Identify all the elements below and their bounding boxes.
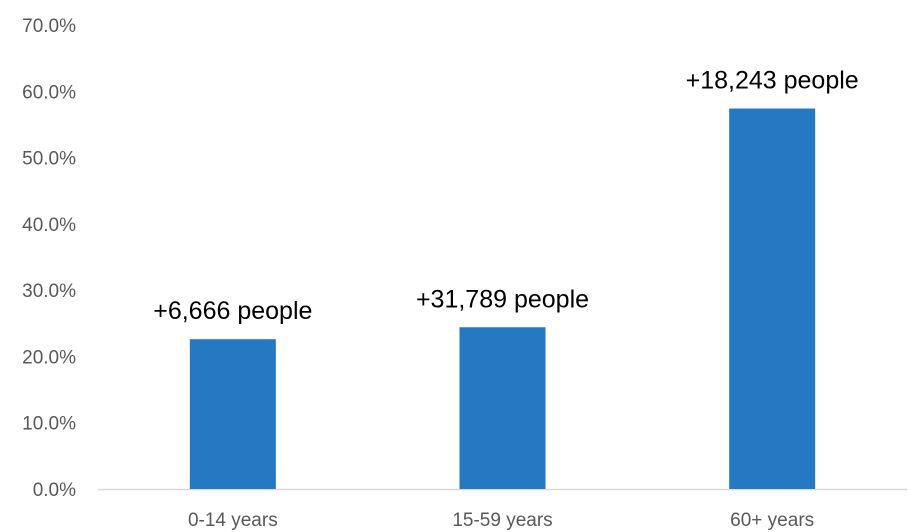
y-tick-label: 50.0% [22, 149, 76, 170]
bar-data-label: +18,243 people [686, 67, 859, 95]
bar-data-label: +6,666 people [153, 297, 312, 325]
y-tick-label: 20.0% [22, 347, 76, 368]
x-category-label: 0-14 years [188, 510, 278, 531]
x-category-label: 15-59 years [452, 510, 552, 531]
x-axis-category-labels: 0-14 years 15-59 years 60+ years [188, 510, 814, 531]
y-axis-tick-labels: 0.0% 10.0% 20.0% 30.0% 40.0% 50.0% 60.0% 70.0% [22, 16, 76, 501]
y-tick-label: 0.0% [33, 480, 76, 501]
bars [189, 108, 816, 490]
bar-1 [189, 339, 276, 489]
bar-2 [459, 327, 546, 489]
x-category-label: 60+ years [730, 510, 814, 531]
y-tick-label: 60.0% [22, 82, 76, 103]
bar-3 [729, 108, 816, 490]
y-tick-label: 40.0% [22, 215, 76, 236]
y-tick-label: 10.0% [22, 414, 76, 435]
y-tick-label: 30.0% [22, 281, 76, 302]
data-labels: +6,666 people +31,789 people +18,243 peopl… [153, 67, 858, 326]
y-tick-label: 70.0% [22, 16, 76, 37]
bar-data-label: +31,789 people [416, 285, 589, 313]
